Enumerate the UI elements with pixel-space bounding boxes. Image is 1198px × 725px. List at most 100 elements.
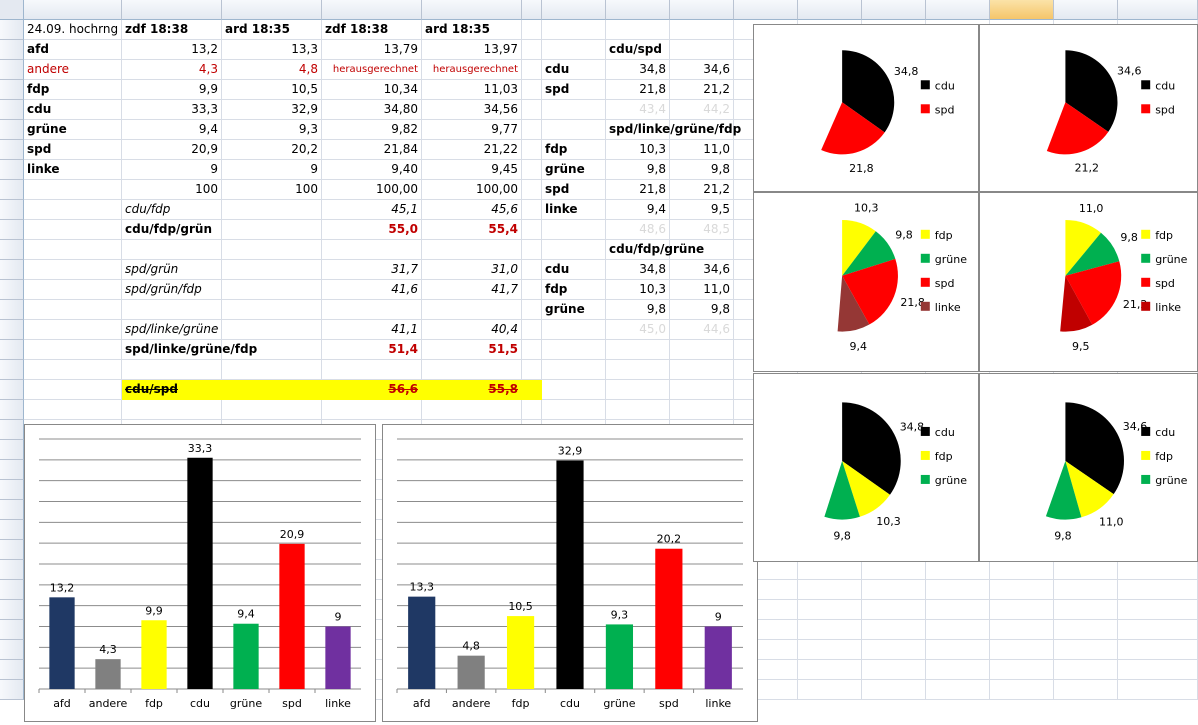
grid-cell[interactable] bbox=[606, 100, 670, 120]
cell-h14[interactable]: 10,3 bbox=[639, 282, 666, 296]
grid-cell[interactable] bbox=[1054, 640, 1118, 660]
grid-cell[interactable] bbox=[862, 600, 926, 620]
grid-cell[interactable] bbox=[422, 40, 522, 60]
cell-e19[interactable]: 55,8 bbox=[488, 382, 518, 396]
grid-cell[interactable] bbox=[422, 60, 522, 80]
grid-cell[interactable] bbox=[606, 360, 670, 380]
grid-cell[interactable] bbox=[222, 40, 322, 60]
grid-cell[interactable] bbox=[422, 300, 522, 320]
grid-cell[interactable] bbox=[222, 280, 322, 300]
row-header-11[interactable] bbox=[0, 220, 24, 240]
cell-h12[interactable]: cdu/fdp/grüne bbox=[609, 242, 705, 256]
grid-cell[interactable] bbox=[422, 140, 522, 160]
cell-c3[interactable]: 4,8 bbox=[298, 62, 318, 76]
grid-cell[interactable] bbox=[990, 620, 1054, 640]
grid-cell[interactable] bbox=[24, 220, 122, 240]
grid-cell[interactable] bbox=[606, 280, 670, 300]
grid-cell[interactable] bbox=[522, 260, 542, 280]
grid-cell[interactable] bbox=[542, 240, 606, 260]
cell-i13[interactable]: 34,6 bbox=[703, 262, 730, 276]
grid-cell[interactable] bbox=[24, 80, 122, 100]
pie-chart-6[interactable]: 11,0 9,8 21,2 9,5 fdp grüne spd linke bbox=[979, 192, 1198, 372]
row-header-12[interactable] bbox=[0, 240, 24, 260]
grid-cell[interactable] bbox=[606, 120, 670, 140]
row-header-3[interactable] bbox=[0, 60, 24, 80]
grid-cell[interactable] bbox=[122, 300, 222, 320]
grid-cell[interactable] bbox=[542, 400, 606, 420]
grid-cell[interactable] bbox=[322, 240, 422, 260]
grid-cell[interactable] bbox=[862, 680, 926, 700]
cell-b3[interactable]: 4,3 bbox=[198, 62, 218, 76]
row-header-4[interactable] bbox=[0, 80, 24, 100]
cell-b11[interactable]: cdu/fdp/grün bbox=[125, 222, 213, 236]
grid-cell[interactable] bbox=[322, 40, 422, 60]
cell-d1[interactable]: zdf 18:38 bbox=[325, 22, 389, 36]
grid-cell[interactable] bbox=[542, 220, 606, 240]
grid-cell[interactable] bbox=[542, 260, 606, 280]
row-header-9[interactable] bbox=[0, 180, 24, 200]
grid-cell[interactable] bbox=[990, 640, 1054, 660]
cell-a2[interactable]: afd bbox=[27, 42, 49, 56]
grid-cell[interactable] bbox=[670, 20, 734, 40]
grid-cell[interactable] bbox=[24, 260, 122, 280]
cell-d14[interactable]: 41,6 bbox=[391, 282, 418, 296]
cell-g13[interactable]: cdu bbox=[545, 262, 570, 276]
grid-cell[interactable] bbox=[322, 80, 422, 100]
cell-a3[interactable]: andere bbox=[27, 62, 70, 76]
grid-cell[interactable] bbox=[798, 560, 862, 580]
grid-cell[interactable] bbox=[670, 300, 734, 320]
grid-cell[interactable] bbox=[122, 80, 222, 100]
grid-cell[interactable] bbox=[24, 320, 122, 340]
grid-cell[interactable] bbox=[670, 160, 734, 180]
cell-i7[interactable]: 11,0 bbox=[703, 142, 730, 156]
grid-cell[interactable] bbox=[734, 600, 798, 620]
grid-cell[interactable] bbox=[122, 120, 222, 140]
grid-cell[interactable] bbox=[322, 120, 422, 140]
cell-e17[interactable]: 51,5 bbox=[488, 342, 518, 356]
grid-cell[interactable] bbox=[222, 300, 322, 320]
grid-cell[interactable] bbox=[990, 600, 1054, 620]
grid-cell[interactable] bbox=[422, 20, 522, 40]
grid-cell[interactable] bbox=[122, 100, 222, 120]
cell-e5[interactable]: 34,56 bbox=[483, 102, 518, 116]
grid-cell[interactable] bbox=[322, 300, 422, 320]
row-header-6[interactable] bbox=[0, 120, 24, 140]
grid-cell[interactable] bbox=[24, 20, 122, 40]
row-header-5[interactable] bbox=[0, 100, 24, 120]
grid-cell[interactable] bbox=[542, 280, 606, 300]
grid-cell[interactable] bbox=[606, 60, 670, 80]
column-header-c[interactable] bbox=[222, 0, 322, 20]
grid-cell[interactable] bbox=[670, 360, 734, 380]
grid-cell[interactable] bbox=[990, 680, 1054, 700]
cell-b6[interactable]: 9,4 bbox=[198, 122, 218, 136]
grid-cell[interactable] bbox=[24, 380, 122, 400]
column-header-h[interactable] bbox=[606, 0, 670, 20]
grid-cell[interactable] bbox=[798, 600, 862, 620]
grid-cell[interactable] bbox=[606, 160, 670, 180]
cell-b13[interactable]: spd/grün bbox=[125, 262, 179, 276]
grid-cell[interactable] bbox=[670, 320, 734, 340]
cell-i9[interactable]: 21,2 bbox=[703, 182, 730, 196]
grid-cell[interactable] bbox=[24, 240, 122, 260]
grid-cell[interactable] bbox=[322, 140, 422, 160]
grid-cell[interactable] bbox=[322, 180, 422, 200]
grid-cell[interactable] bbox=[990, 660, 1054, 680]
row-header-29[interactable] bbox=[0, 580, 24, 600]
column-header-l[interactable] bbox=[862, 0, 926, 20]
grid-cell[interactable] bbox=[222, 100, 322, 120]
column-header-g[interactable] bbox=[542, 0, 606, 20]
grid-cell[interactable] bbox=[422, 280, 522, 300]
grid-cell[interactable] bbox=[542, 120, 606, 140]
grid-cell[interactable] bbox=[24, 360, 122, 380]
grid-cell[interactable] bbox=[24, 280, 122, 300]
grid-cell[interactable] bbox=[222, 140, 322, 160]
cell-h2[interactable]: cdu/spd bbox=[609, 42, 662, 56]
cell-e4[interactable]: 11,03 bbox=[483, 82, 518, 96]
row-header-21[interactable] bbox=[0, 420, 24, 440]
grid-cell[interactable] bbox=[24, 340, 122, 360]
grid-cell[interactable] bbox=[542, 320, 606, 340]
grid-cell[interactable] bbox=[122, 240, 222, 260]
grid-cell[interactable] bbox=[1054, 620, 1118, 640]
grid-cell[interactable] bbox=[990, 580, 1054, 600]
grid-cell[interactable] bbox=[734, 660, 798, 680]
